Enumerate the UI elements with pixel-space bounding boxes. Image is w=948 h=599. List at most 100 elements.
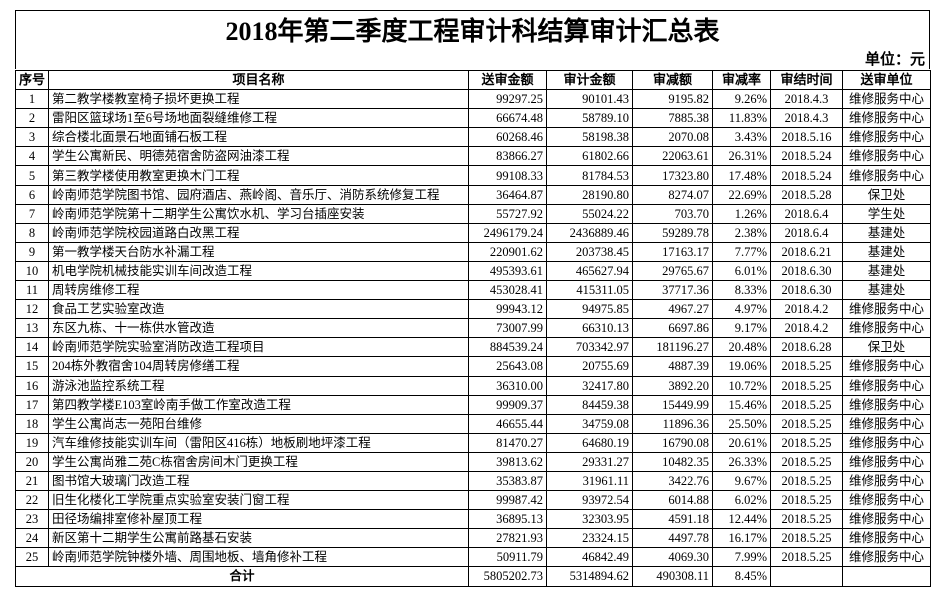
table-cell: 9 bbox=[15, 241, 49, 262]
table-cell: 12 bbox=[15, 299, 49, 320]
table-cell: 46842.49 bbox=[546, 547, 633, 568]
table-cell: 39813.62 bbox=[468, 451, 547, 472]
table-row: 20 学生公寓尚雅二苑C栋宿舍房间木门更换工程 39813.62 29331.27 10… bbox=[15, 451, 931, 472]
table-cell: 19.06% bbox=[712, 356, 771, 377]
table-cell: 岭南师范学院图书馆、园府酒店、燕岭阁、音乐厅、消防系统修复工程 bbox=[48, 184, 469, 205]
table-cell: 32417.80 bbox=[546, 375, 633, 396]
table-cell: 2018.4.3 bbox=[770, 108, 843, 129]
table-cell: 4069.30 bbox=[632, 547, 713, 568]
table-cell: 2018.5.25 bbox=[770, 509, 843, 530]
table-cell: 第一教学楼天台防水补漏工程 bbox=[48, 241, 469, 262]
table-cell: 99987.42 bbox=[468, 490, 547, 511]
table-cell: 59289.78 bbox=[632, 222, 713, 243]
header-cell: 送审单位 bbox=[842, 69, 931, 91]
table-cell: 6 bbox=[15, 184, 49, 205]
table-row: 9 第一教学楼天台防水补漏工程 220901.62 203738.45 17163.17… bbox=[15, 241, 931, 262]
table-cell: 2018.5.25 bbox=[770, 451, 843, 472]
table-cell: 29765.67 bbox=[632, 260, 713, 282]
table-cell: 26.31% bbox=[712, 146, 771, 167]
table-cell: 7 bbox=[15, 203, 49, 224]
table-cell: 维修服务中心 bbox=[842, 509, 931, 530]
table-cell: 35383.87 bbox=[468, 470, 547, 492]
table-cell: 17163.17 bbox=[632, 241, 713, 262]
table-row: 1 第二教学楼教室椅子损坏更换工程 99297.25 90101.43 9195.82 9… bbox=[15, 89, 931, 110]
table-cell: 学生公寓尚志一苑阳台维修 bbox=[48, 413, 469, 434]
table-cell: 21 bbox=[15, 470, 49, 492]
table-cell: 维修服务中心 bbox=[842, 490, 931, 511]
table-cell: 9.67% bbox=[712, 470, 771, 492]
table-cell: 55024.22 bbox=[546, 203, 633, 224]
table-cell: 2018.5.25 bbox=[770, 413, 843, 434]
table-cell: 83866.27 bbox=[468, 146, 547, 167]
table-cell: 99108.33 bbox=[468, 165, 547, 186]
table-cell: 93972.54 bbox=[546, 490, 633, 511]
table-cell: 16 bbox=[15, 375, 49, 396]
table-cell: 维修服务中心 bbox=[842, 108, 931, 129]
table-cell: 884539.24 bbox=[468, 337, 547, 358]
table-cell: 66674.48 bbox=[468, 108, 547, 129]
header-cell: 序号 bbox=[15, 69, 49, 91]
table-cell: 维修服务中心 bbox=[842, 528, 931, 549]
table-cell: 维修服务中心 bbox=[842, 451, 931, 472]
table-row: 18 学生公寓尚志一苑阳台维修 46655.44 34759.08 11896.36 25… bbox=[15, 413, 931, 434]
table-cell: 学生公寓新民、明德苑宿舍防盗网油漆工程 bbox=[48, 146, 469, 167]
table-cell: 495393.61 bbox=[468, 260, 547, 282]
table-row: 6 岭南师范学院图书馆、园府酒店、燕岭阁、音乐厅、消防系统修复工程 36464.87… bbox=[15, 184, 931, 205]
table-cell: 19 bbox=[15, 432, 49, 453]
table-cell: 基建处 bbox=[842, 260, 931, 282]
table-cell: 保卫处 bbox=[842, 184, 931, 205]
table-cell: 23324.15 bbox=[546, 528, 633, 549]
table-cell: 维修服务中心 bbox=[842, 89, 931, 110]
table-cell: 12.44% bbox=[712, 509, 771, 530]
table-cell: 8274.07 bbox=[632, 184, 713, 205]
table-cell: 2018.5.24 bbox=[770, 146, 843, 167]
table-cell: 99943.12 bbox=[468, 299, 547, 320]
table-cell: 17.48% bbox=[712, 165, 771, 186]
table-cell: 3.43% bbox=[712, 127, 771, 148]
table-row: 22 旧生化楼化工学院重点实验室安装门窗工程 99987.42 93972.54 601… bbox=[15, 490, 931, 511]
table-cell: 28190.80 bbox=[546, 184, 633, 205]
table-cell: 维修服务中心 bbox=[842, 375, 931, 396]
table-cell: 58198.38 bbox=[546, 127, 633, 148]
table-cell: 2018.6.28 bbox=[770, 337, 843, 358]
table-cell: 4967.27 bbox=[632, 299, 713, 320]
table-cell: 2.38% bbox=[712, 222, 771, 243]
table-cell: 25 bbox=[15, 547, 49, 568]
table-cell: 7885.38 bbox=[632, 108, 713, 129]
table-cell: 旧生化楼化工学院重点实验室安装门窗工程 bbox=[48, 490, 469, 511]
table-cell: 1.26% bbox=[712, 203, 771, 224]
table-cell: 15 bbox=[15, 356, 49, 377]
header-cell: 审减率 bbox=[712, 69, 771, 91]
table-cell: 2018.6.21 bbox=[770, 241, 843, 262]
table-cell: 6.01% bbox=[712, 260, 771, 282]
table-cell: 16.17% bbox=[712, 528, 771, 549]
table-cell: 465627.94 bbox=[546, 260, 633, 282]
total-row: 合计 5805202.73 5314894.62 490308.11 8.45% bbox=[15, 566, 931, 587]
table-row: 13 东区九栋、十一栋供水管改造 73007.99 66310.13 6697.86 9.… bbox=[15, 318, 931, 339]
table-cell: 维修服务中心 bbox=[842, 146, 931, 167]
table-cell: 415311.05 bbox=[546, 280, 633, 301]
table-cell: 22.69% bbox=[712, 184, 771, 205]
unit: 单位：元 bbox=[15, 51, 930, 69]
table-cell: 99909.37 bbox=[468, 394, 547, 415]
table-cell: 2436889.46 bbox=[546, 222, 633, 243]
table-row: 3 综合楼北面景石地面铺石板工程 60268.46 58198.38 2070.08 3.… bbox=[15, 127, 931, 148]
summary-table: 序号 项目名称 送审金额 审计金额 审减额 审减率 审结时间 送审单位 1 第二教学楼教室椅子损… bbox=[15, 69, 931, 587]
table-cell: 15449.99 bbox=[632, 394, 713, 415]
table-cell: 27821.93 bbox=[468, 528, 547, 549]
table-cell: 雷阳区篮球场1至6号场地面裂缝维修工程 bbox=[48, 108, 469, 129]
table-cell: 1 bbox=[15, 89, 49, 110]
table-cell: 维修服务中心 bbox=[842, 470, 931, 492]
table-row: 14 岭南师范学院实验室消防改造工程项目 884539.24 703342.97 181… bbox=[15, 337, 931, 358]
table-cell: 2070.08 bbox=[632, 127, 713, 148]
table-cell: 维修服务中心 bbox=[842, 394, 931, 415]
table-cell: 13 bbox=[15, 318, 49, 339]
table-row: 23 田径场编排室修补屋顶工程 36895.13 32303.95 4591.18 12.… bbox=[15, 509, 931, 530]
table-cell: 20.48% bbox=[712, 337, 771, 358]
table-cell: 2018.5.28 bbox=[770, 184, 843, 205]
table-cell: 3 bbox=[15, 127, 49, 148]
table-cell: 维修服务中心 bbox=[842, 127, 931, 148]
table-cell: 保卫处 bbox=[842, 337, 931, 358]
table-cell: 703342.97 bbox=[546, 337, 633, 358]
table-cell: 综合楼北面景石地面铺石板工程 bbox=[48, 127, 469, 148]
